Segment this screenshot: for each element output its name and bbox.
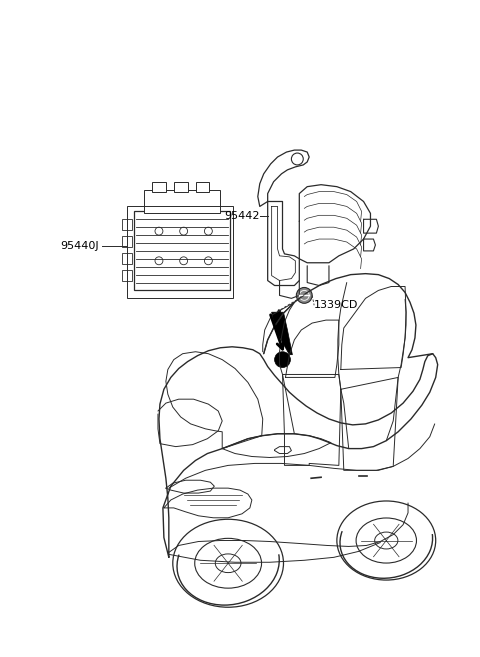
Polygon shape [122, 269, 132, 281]
Text: 95442: 95442 [224, 212, 260, 221]
Polygon shape [174, 182, 188, 192]
Polygon shape [122, 236, 132, 247]
FancyArrow shape [274, 310, 280, 325]
Polygon shape [144, 190, 220, 214]
Circle shape [275, 351, 290, 367]
Circle shape [296, 288, 312, 304]
Polygon shape [122, 253, 132, 263]
Polygon shape [272, 312, 292, 355]
Polygon shape [195, 182, 209, 192]
Polygon shape [152, 182, 166, 192]
Polygon shape [122, 219, 132, 230]
Text: 1339CD: 1339CD [314, 300, 359, 310]
Polygon shape [134, 212, 230, 290]
Text: 95440J: 95440J [60, 241, 99, 251]
Bar [127, 206, 233, 298]
